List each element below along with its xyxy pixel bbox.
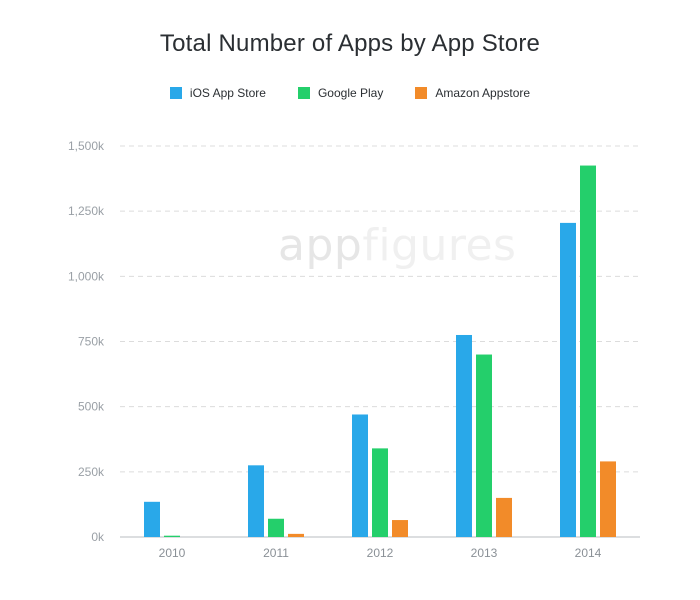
bar-amazon-appstore-2011 [288,533,304,537]
x-tick-label: 2014 [575,546,602,560]
legend-label-amazon: Amazon Appstore [435,86,531,100]
bar-google-play-2011 [268,518,284,537]
y-tick-label: 1,250k [68,204,105,218]
chart-legend: iOS App Store Google Play Amazon Appstor… [0,86,700,100]
y-tick-label: 250k [78,465,105,479]
chart-title: Total Number of Apps by App Store [159,30,541,57]
bar-ios-app-store-2010 [144,501,160,537]
bar-google-play-2013 [476,354,492,537]
x-tick-label: 2011 [263,546,289,560]
legend-swatch-ios [169,87,182,99]
bar-ios-app-store-2013 [456,334,472,537]
y-tick-label: 1,000k [68,269,105,283]
bar-amazon-appstore-2013 [496,497,512,537]
bar-ios-app-store-2011 [248,465,264,537]
legend-swatch-google-play [297,87,310,99]
legend-label-ios: iOS App Store [189,86,266,100]
legend-item-amazon: Amazon Appstore [415,86,530,100]
bar-ios-app-store-2012 [352,414,368,537]
bar-amazon-appstore-2014 [600,461,616,537]
x-tick-label: 2010 [159,546,186,560]
bar-amazon-appstore-2012 [392,520,408,537]
y-tick-label: 750k [78,335,105,349]
y-tick-label: 1,500k [68,139,105,153]
bar-google-play-2010 [164,535,180,537]
y-tick-label: 0k [91,530,105,544]
bar-google-play-2012 [372,448,388,537]
x-tick-label: 2012 [367,546,394,560]
y-tick-label: 500k [78,400,105,414]
bar-ios-app-store-2014 [560,222,576,537]
legend-item-google-play: Google Play [297,86,384,100]
x-tick-label: 2013 [471,546,498,560]
bar-google-play-2014 [580,165,596,538]
legend-swatch-amazon [415,87,428,99]
legend-label-google-play: Google Play [317,86,384,100]
legend-item-ios: iOS App Store [169,86,266,100]
